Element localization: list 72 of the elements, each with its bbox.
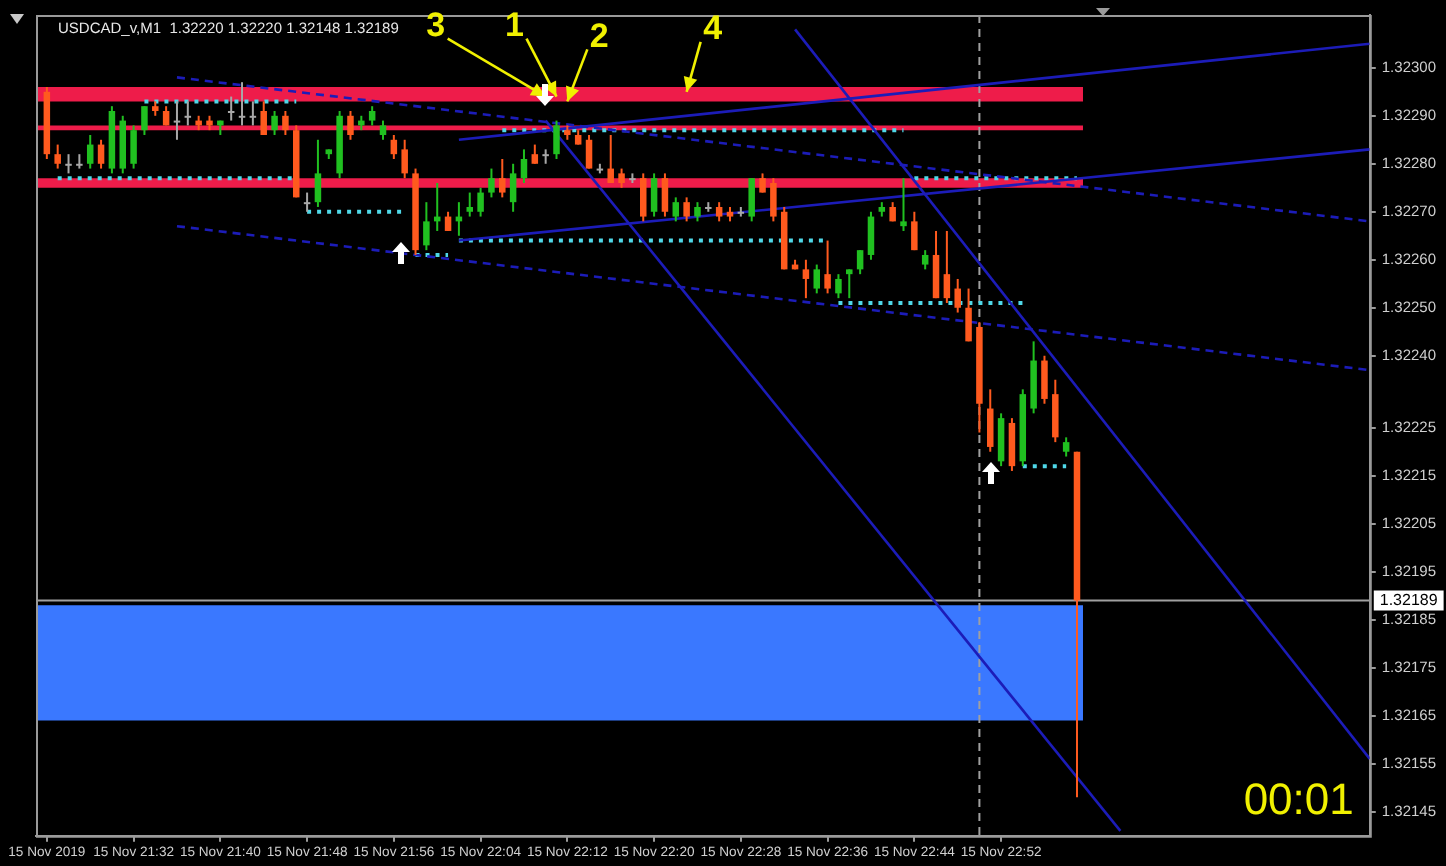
- candlestick: [856, 249, 864, 276]
- candlestick: [520, 148, 528, 184]
- annotation: 1: [505, 5, 524, 44]
- candlestick: [759, 172, 766, 194]
- candlestick: [813, 263, 820, 295]
- candlestick: [271, 109, 278, 136]
- candlestick: [423, 201, 430, 252]
- ref-line-label: 1.32189: [1379, 590, 1439, 609]
- candlestick: [282, 109, 289, 136]
- candlestick: [835, 273, 842, 300]
- candlestick: [184, 100, 192, 127]
- candlestick: [943, 229, 951, 304]
- candlestick: [824, 239, 831, 295]
- candlestick: [379, 119, 387, 141]
- candlestick: [954, 277, 961, 314]
- candlestick: [987, 388, 994, 453]
- candlestick: [553, 119, 560, 160]
- candlestick: [238, 81, 246, 127]
- candlestick: [1008, 417, 1016, 472]
- candlestick: [911, 210, 918, 252]
- candlestick: [76, 153, 83, 170]
- candlestick: [54, 143, 61, 170]
- candlestick: [466, 191, 473, 218]
- candlestick: [672, 196, 680, 223]
- candlestick: [542, 148, 549, 165]
- candlestick: [368, 105, 376, 127]
- candlestick: [640, 172, 647, 223]
- candlestick: [65, 153, 72, 175]
- candlestick: [119, 114, 126, 175]
- candlestick: [488, 167, 495, 199]
- candlestick: [1052, 378, 1059, 444]
- candlestick: [130, 124, 137, 170]
- candlestick: [314, 138, 322, 208]
- candlestick: [227, 95, 235, 122]
- candlestick: [303, 191, 311, 213]
- candlestick: [249, 100, 257, 127]
- candlestick: [715, 201, 723, 223]
- candlestick: [173, 100, 181, 141]
- candlestick: [997, 412, 1005, 468]
- candlestick: [846, 268, 853, 300]
- candlestick: [1062, 436, 1070, 458]
- candlestick: [86, 133, 94, 170]
- candlestick: [965, 287, 972, 343]
- candlestick: [347, 109, 354, 141]
- candlestick: [97, 138, 105, 170]
- candlestick: [141, 105, 148, 136]
- candlestick: [932, 229, 940, 300]
- candlestick: [770, 177, 777, 223]
- candlestick: [585, 133, 593, 170]
- candlestick: [683, 196, 690, 223]
- candlestick: [1030, 340, 1037, 415]
- candlestick: [1041, 354, 1048, 405]
- candlestick: [661, 172, 669, 218]
- candlestick: [802, 258, 810, 300]
- candlestick: [900, 177, 907, 232]
- candlestick: [509, 162, 517, 213]
- candlestick: [531, 143, 539, 165]
- candlestick: [477, 186, 484, 218]
- annotation: 4: [703, 9, 724, 48]
- annotation: 00:01: [1243, 773, 1354, 824]
- annotation: 2: [589, 16, 609, 55]
- candlestick: [260, 100, 267, 136]
- candlestick: [499, 157, 506, 199]
- candlestick: [650, 172, 658, 218]
- candlestick: [694, 201, 701, 223]
- candlestick: [618, 167, 625, 189]
- candlestick: [921, 249, 929, 271]
- candlestick: [401, 138, 408, 180]
- candlestick: [748, 177, 755, 223]
- candlestick: [867, 210, 875, 261]
- candlestick: [607, 133, 614, 184]
- annotation: 3: [426, 5, 446, 44]
